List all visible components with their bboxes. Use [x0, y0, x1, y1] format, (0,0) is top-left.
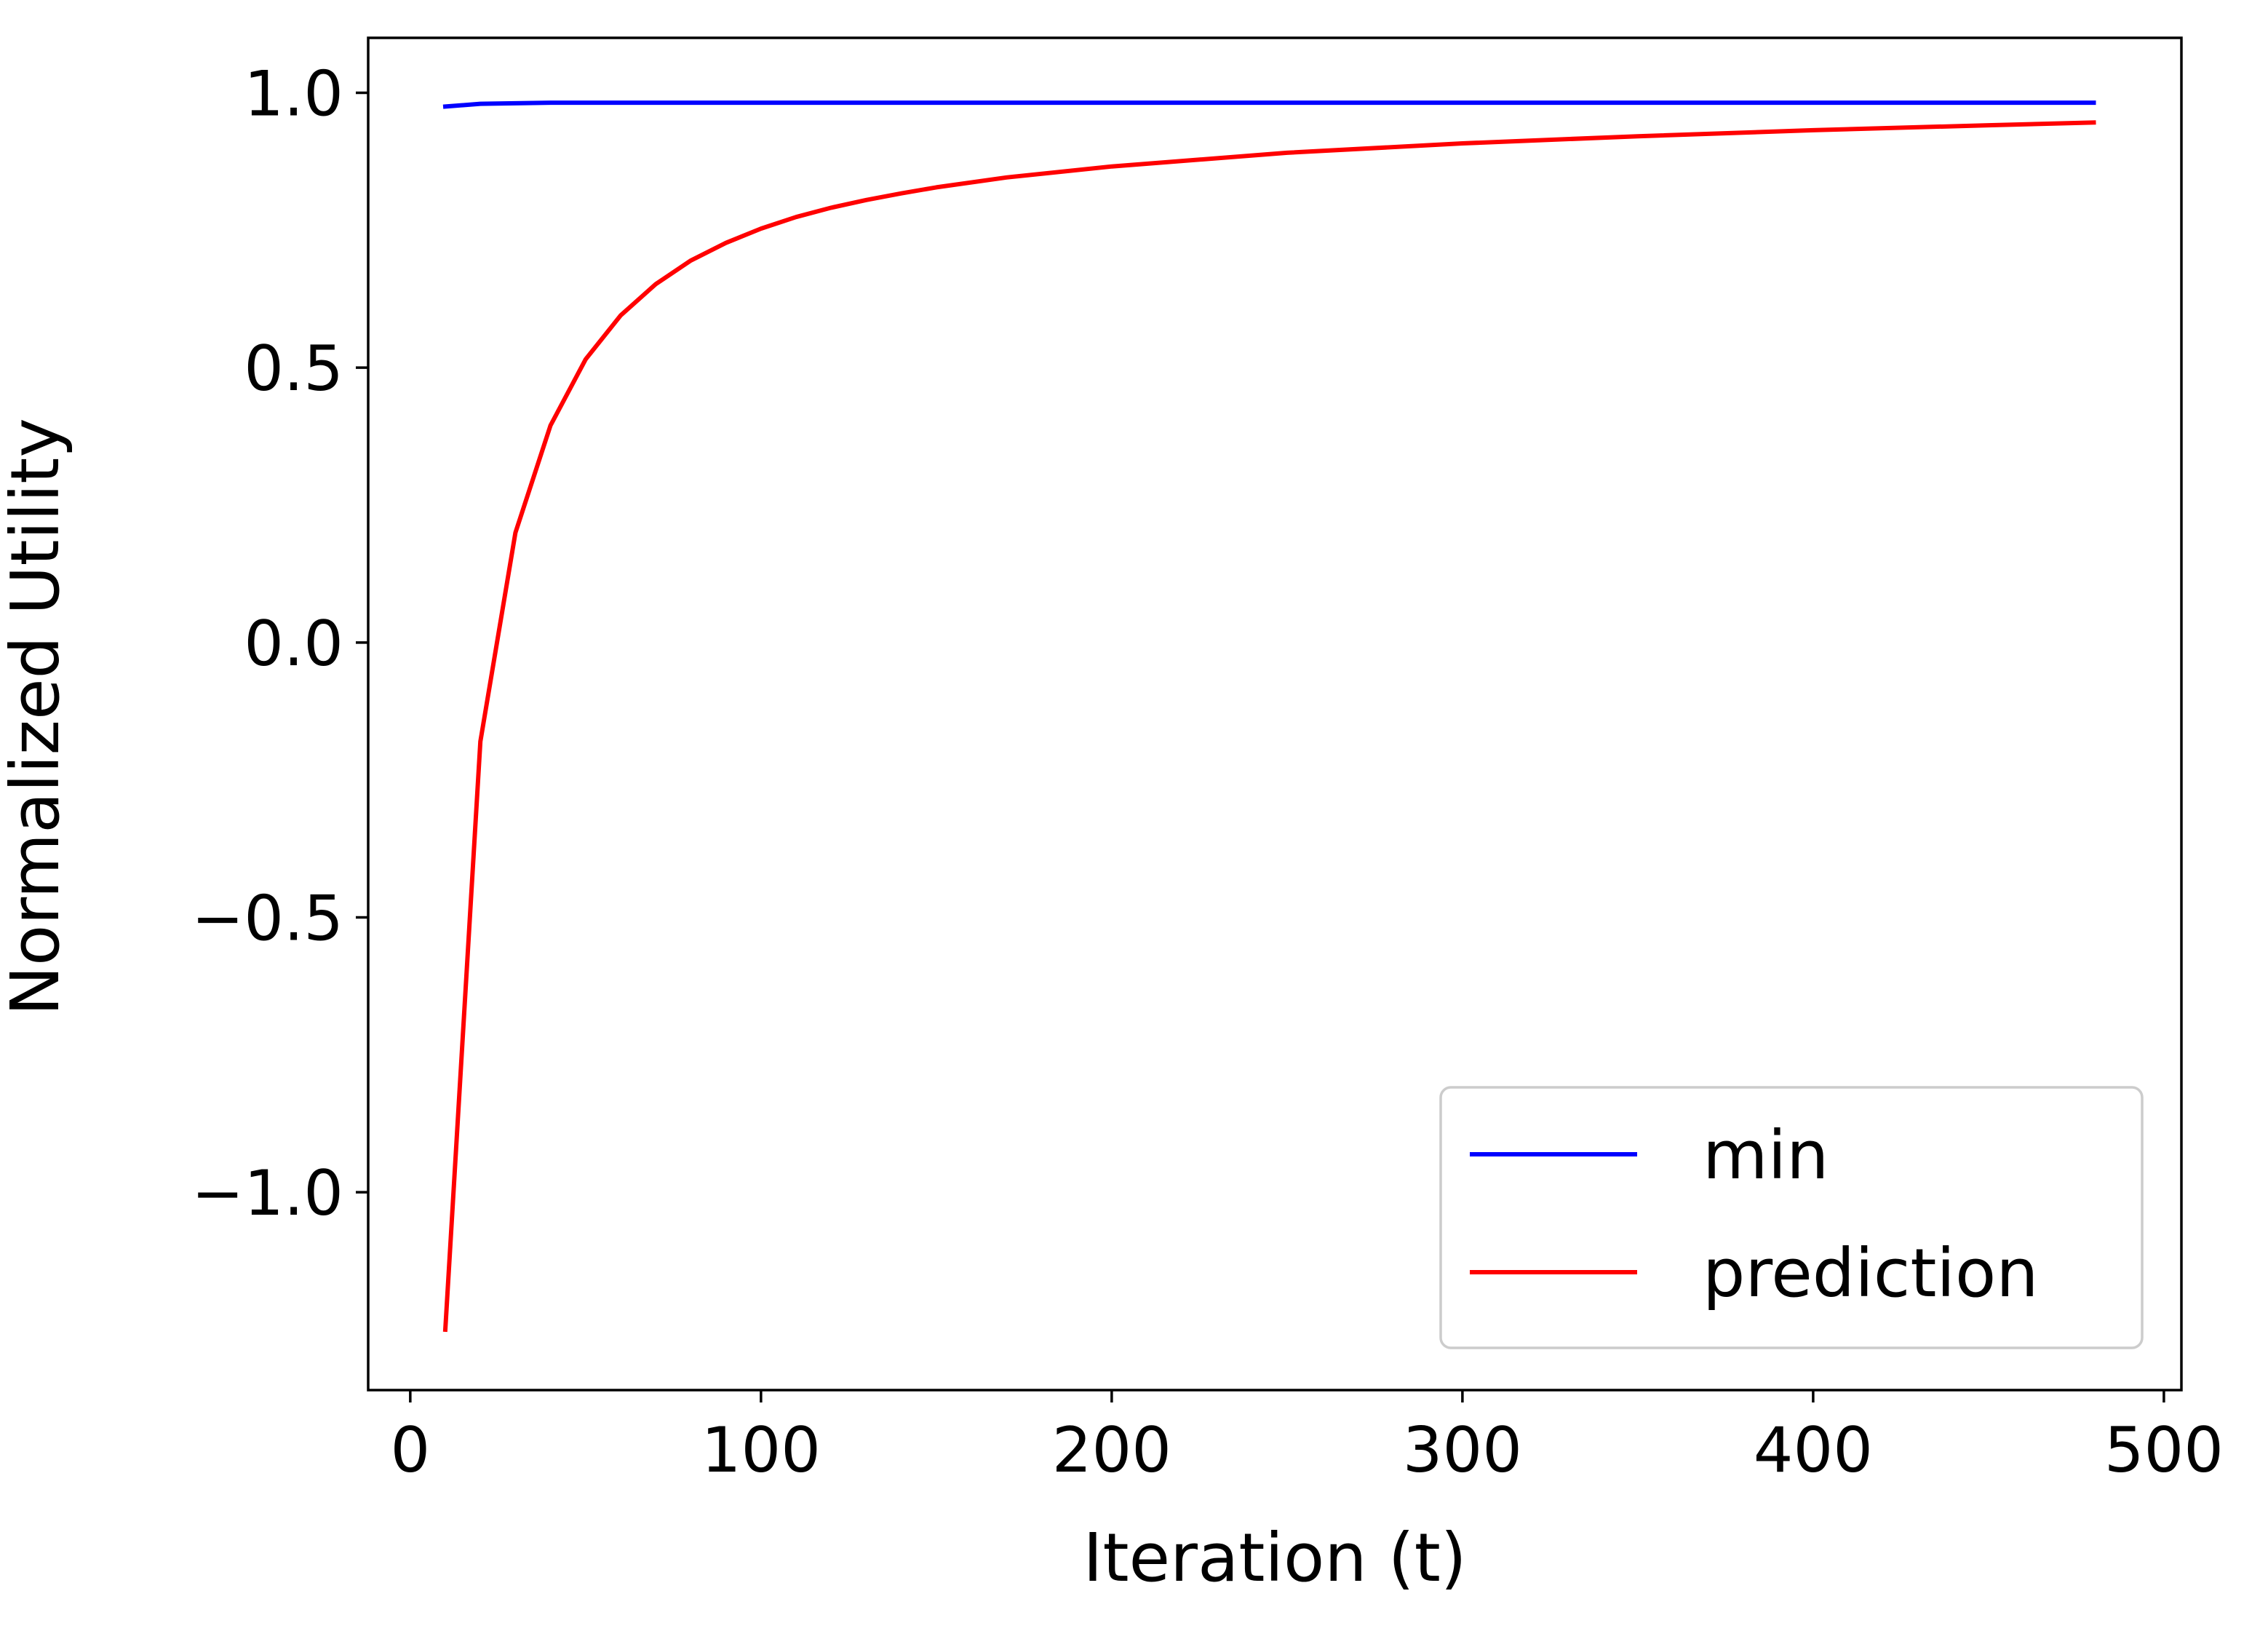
- series-line-prediction: [442, 120, 2096, 1333]
- y-tick-label: −1.0: [191, 1157, 343, 1230]
- y-axis-label: Normalized Utility: [0, 418, 74, 1016]
- x-tick-label: 200: [1052, 1414, 1171, 1487]
- x-tick-label: 400: [1754, 1414, 1873, 1487]
- plot-area: [442, 100, 2096, 1333]
- x-tick-label: 0: [390, 1414, 430, 1487]
- axes-frame: [367, 36, 2183, 1392]
- y-tick-label: 0.5: [244, 333, 343, 405]
- series-line-min: [442, 100, 2096, 109]
- x-tick-label: 500: [2104, 1414, 2224, 1487]
- y-tick-label: 1.0: [244, 58, 343, 131]
- x-tick-label: 100: [701, 1414, 821, 1487]
- y-tick-label: 0.0: [244, 608, 343, 680]
- legend: min prediction: [1439, 1086, 2144, 1349]
- x-axis-label: Iteration (t): [1083, 1519, 1466, 1597]
- legend-label-min: min: [1703, 1116, 1829, 1194]
- legend-label-prediction: prediction: [1703, 1234, 2039, 1312]
- y-tick-label: −0.5: [191, 882, 343, 955]
- x-tick-label: 300: [1403, 1414, 1522, 1487]
- axes: 0 100 200 300 400 500 −1.0 −0.5 0.0 0.5 1.0: [191, 36, 2224, 1487]
